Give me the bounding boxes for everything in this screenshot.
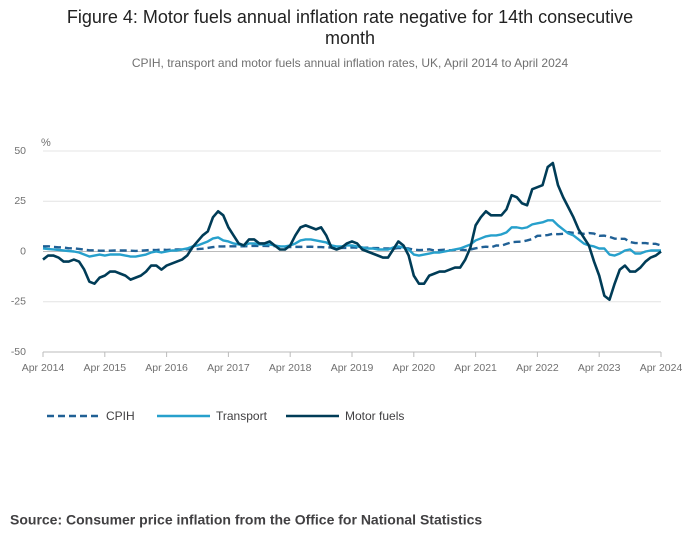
legend-label: Motor fuels xyxy=(345,409,404,423)
source: Source: Consumer price inflation from th… xyxy=(10,512,482,528)
series-line xyxy=(42,161,662,302)
x-tick-label: Apr 2017 xyxy=(207,362,250,374)
x-tick-label: Apr 2022 xyxy=(516,362,559,374)
x-tick-label: Apr 2023 xyxy=(578,362,621,374)
x-tick-label: Apr 2016 xyxy=(145,362,188,374)
x-tick-label: Apr 2024 xyxy=(640,362,683,374)
series-line xyxy=(42,219,661,258)
y-tick-label: -50 xyxy=(11,346,26,358)
chart-subtitle: CPIH, transport and motor fuels annual i… xyxy=(132,56,569,70)
chart-title: Figure 4: Motor fuels annual inflation r… xyxy=(67,7,633,27)
y-axis-label: % xyxy=(41,137,51,149)
legend-label: CPIH xyxy=(106,409,135,423)
y-tick-label: 0 xyxy=(20,245,26,257)
y-tick-label: 25 xyxy=(14,195,26,207)
legend-label: Transport xyxy=(216,409,268,423)
y-tick-label: 50 xyxy=(14,145,26,157)
x-tick-label: Apr 2021 xyxy=(454,362,497,374)
x-tick-label: Apr 2014 xyxy=(22,362,65,374)
x-tick-label: Apr 2018 xyxy=(269,362,312,374)
x-tick-label: Apr 2019 xyxy=(331,362,374,374)
chart-title: month xyxy=(325,28,375,48)
series-line xyxy=(43,230,662,253)
x-tick-label: Apr 2015 xyxy=(83,362,126,374)
y-tick-label: -25 xyxy=(11,296,26,308)
x-tick-label: Apr 2020 xyxy=(392,362,435,374)
